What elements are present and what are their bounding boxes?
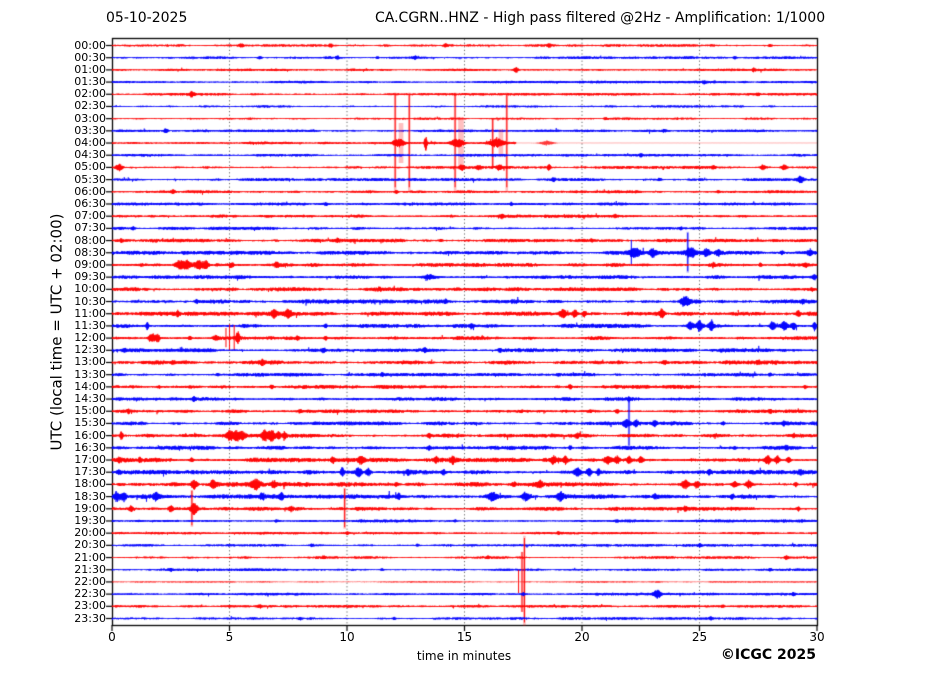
y-tick-label: 03:30	[74, 123, 106, 137]
y-tick-label: 22:30	[74, 587, 106, 601]
y-tick-label: 03:00	[74, 111, 106, 125]
y-tick-label: 04:30	[74, 148, 106, 162]
y-tick-label: 01:00	[74, 62, 106, 76]
y-tick-label: 13:00	[74, 355, 106, 369]
y-tick-label: 08:30	[74, 245, 106, 259]
x-tick-label: 10	[339, 630, 355, 644]
y-tick-label: 17:00	[74, 453, 106, 466]
y-tick-label: 09:30	[74, 270, 106, 284]
y-tick-label: 19:00	[74, 501, 106, 515]
y-tick-label: 07:00	[74, 209, 106, 223]
y-tick-label: 20:30	[74, 538, 106, 552]
y-tick-label: 10:00	[74, 282, 106, 296]
y-tick-label: 14:00	[74, 379, 106, 393]
y-tick-label: 14:30	[74, 392, 106, 406]
x-tick-label: 0	[108, 630, 116, 644]
x-axis-label: time in minutes	[416, 649, 512, 663]
y-tick-label: 02:00	[74, 87, 106, 101]
y-tick-label: 21:30	[74, 562, 106, 576]
y-tick-label: 18:30	[74, 489, 106, 503]
y-tick-label: 00:00	[74, 38, 106, 52]
x-tick-label: 25	[691, 630, 708, 644]
y-tick-label: 15:00	[74, 404, 106, 418]
y-tick-label: 12:00	[74, 331, 106, 345]
x-tick-label: 15	[456, 630, 473, 644]
y-tick-label: 05:30	[74, 172, 106, 186]
y-tick-label: 01:30	[74, 75, 106, 89]
x-tick-label: 20	[574, 630, 590, 644]
y-tick-label: 16:30	[74, 440, 106, 454]
y-tick-label: 04:00	[74, 136, 106, 150]
copyright-label: ©ICGC 2025	[720, 647, 816, 663]
y-tick-label: 23:30	[74, 611, 106, 625]
y-tick-label: 21:00	[74, 550, 106, 564]
y-tick-label: 11:00	[74, 306, 106, 320]
y-tick-label: 09:00	[74, 257, 106, 271]
y-tick-label: 20:00	[74, 526, 106, 540]
y-tick-label: 06:00	[74, 184, 106, 198]
y-tick-label: 05:00	[74, 160, 106, 174]
y-tick-label: 23:00	[74, 599, 106, 613]
x-tick-label: 30	[809, 630, 825, 644]
y-tick-label: 07:30	[74, 221, 106, 235]
y-tick-label: 19:30	[74, 513, 106, 527]
plot-title: CA.CGRN..HNZ - High pass filtered @2Hz -…	[375, 10, 826, 26]
y-tick-label: 11:30	[74, 318, 106, 332]
y-tick-label: 00:30	[74, 50, 106, 64]
y-tick-label: 06:30	[74, 196, 106, 210]
y-tick-label: 15:30	[74, 416, 106, 430]
y-tick-label: 22:00	[74, 574, 106, 588]
y-tick-label: 08:00	[74, 233, 106, 247]
y-tick-label: 13:30	[74, 367, 106, 381]
date-label: 05-10-2025	[106, 10, 188, 26]
x-tick-label: 5	[225, 630, 234, 644]
y-tick-label: 16:00	[74, 428, 106, 442]
y-tick-label: 18:00	[74, 477, 106, 491]
y-tick-label: 12:30	[74, 343, 106, 357]
y-tick-label: 17:30	[74, 465, 106, 479]
y-tick-label: 02:30	[74, 99, 106, 113]
y-tick-label: 10:30	[74, 294, 106, 308]
